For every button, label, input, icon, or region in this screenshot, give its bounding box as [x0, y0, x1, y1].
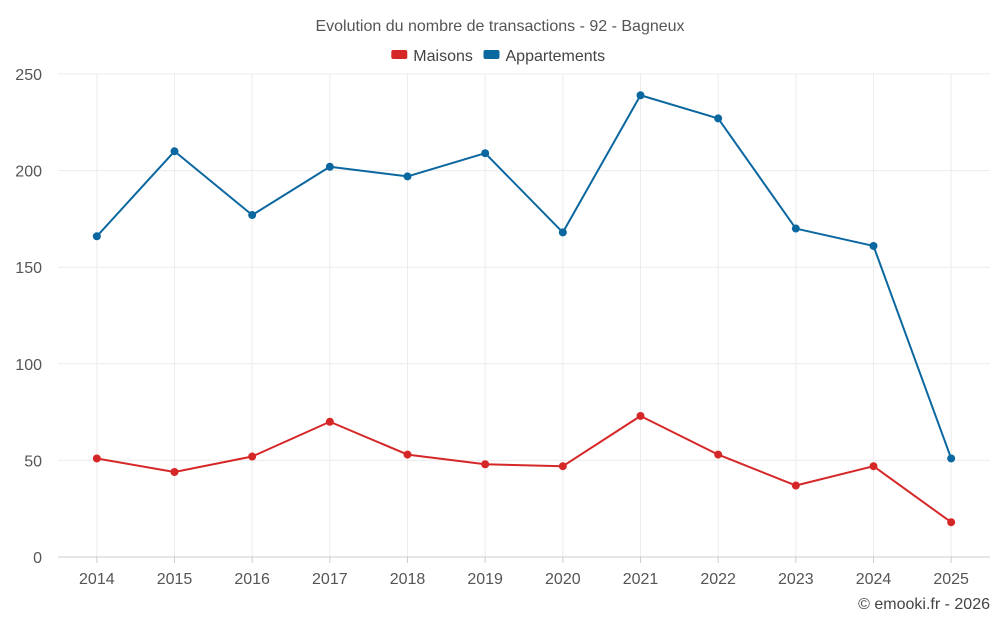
series-appartements: [92, 91, 956, 463]
y-tick-label: 50: [24, 453, 42, 470]
x-tick-label: 2022: [700, 571, 736, 588]
data-point-maisons[interactable]: [558, 462, 567, 471]
y-tick-label: 250: [15, 67, 42, 84]
data-point-appartements[interactable]: [481, 149, 490, 158]
data-point-maisons[interactable]: [403, 450, 412, 459]
data-point-appartements[interactable]: [92, 232, 101, 241]
x-tick-label: 2025: [933, 571, 969, 588]
data-point-appartements[interactable]: [636, 91, 645, 100]
chart-title: Evolution du nombre de transactions - 92…: [315, 18, 684, 35]
data-point-appartements[interactable]: [558, 228, 567, 237]
credit-text: © emooki.fr - 2026: [858, 596, 990, 613]
x-tick-label: 2021: [623, 571, 659, 588]
x-tick-label: 2016: [234, 571, 270, 588]
data-point-appartements[interactable]: [869, 241, 878, 250]
legend-swatch: [391, 50, 408, 59]
x-tick-label: 2014: [79, 571, 115, 588]
data-point-maisons[interactable]: [791, 481, 800, 490]
legend-item-appartements[interactable]: Appartements: [483, 48, 606, 65]
x-tick-label: 2020: [545, 571, 581, 588]
data-point-maisons[interactable]: [947, 518, 956, 527]
x-tick-label: 2024: [856, 571, 892, 588]
x-tick-label: 2023: [778, 571, 814, 588]
legend-label: Appartements: [506, 48, 606, 65]
data-point-appartements[interactable]: [170, 147, 179, 156]
data-point-maisons[interactable]: [636, 411, 645, 420]
data-point-maisons[interactable]: [92, 454, 101, 463]
x-tick-label: 2017: [312, 571, 348, 588]
legend-swatch: [483, 50, 500, 59]
data-point-appartements[interactable]: [248, 211, 257, 220]
axes: 0 50 100 150 200 250 2014 2015 2016 2017 2018 2019 2…: [15, 67, 990, 588]
data-point-appartements[interactable]: [325, 162, 334, 171]
x-tick-label: 2019: [467, 571, 503, 588]
y-tick-label: 200: [15, 164, 42, 181]
series-line-maisons: [96, 414, 952, 524]
legend: Maisons Appartements: [391, 48, 605, 65]
series-group: [92, 91, 956, 527]
grid: [58, 73, 990, 557]
data-point-appartements[interactable]: [947, 454, 956, 463]
y-tick-label: 100: [15, 357, 42, 374]
data-point-maisons[interactable]: [325, 417, 334, 426]
data-point-maisons[interactable]: [170, 467, 179, 476]
data-point-maisons[interactable]: [714, 450, 723, 459]
data-point-appartements[interactable]: [791, 224, 800, 233]
data-point-maisons[interactable]: [248, 452, 257, 461]
data-point-maisons[interactable]: [481, 460, 490, 469]
series-maisons: [92, 411, 956, 527]
x-tick-label: 2018: [390, 571, 426, 588]
data-point-appartements[interactable]: [714, 114, 723, 123]
series-line-appartements: [96, 94, 953, 459]
data-point-appartements[interactable]: [403, 172, 412, 181]
legend-label: Maisons: [413, 48, 473, 65]
x-tick-label: 2015: [157, 571, 193, 588]
data-point-maisons[interactable]: [869, 462, 878, 471]
y-tick-label: 0: [33, 550, 42, 567]
legend-item-maisons[interactable]: Maisons: [391, 48, 473, 65]
y-tick-label: 150: [15, 260, 42, 277]
